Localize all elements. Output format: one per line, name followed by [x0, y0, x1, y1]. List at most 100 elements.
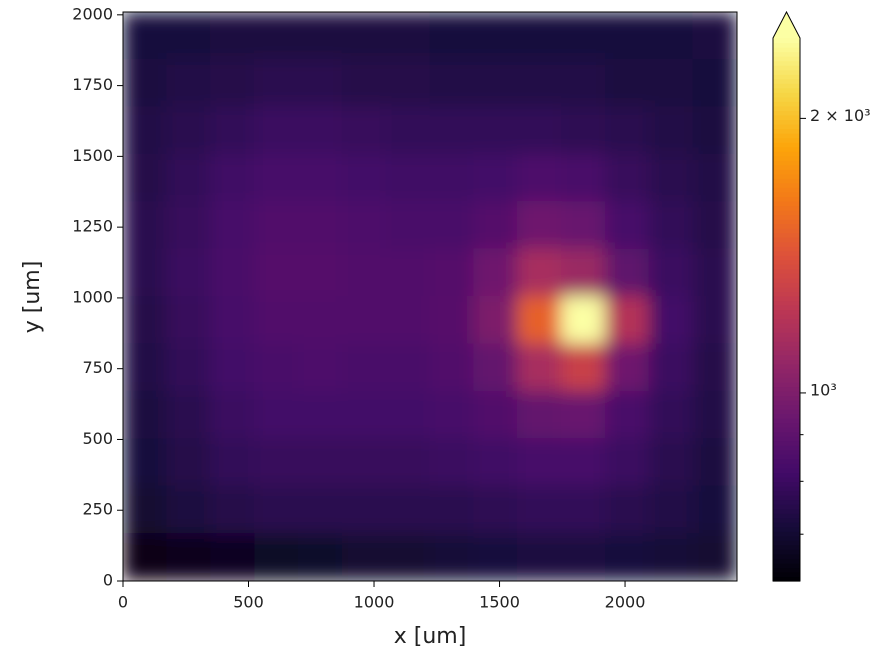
colorbar-band [773, 42, 800, 48]
heatmap-cell [473, 343, 519, 392]
heatmap-cell [429, 58, 475, 108]
heatmap-cell [604, 248, 650, 297]
heatmap-cell [648, 485, 694, 535]
colorbar-band [773, 458, 800, 464]
heatmap-cell [648, 248, 694, 297]
colorbar-band [773, 314, 800, 320]
colorbar-band [773, 490, 800, 496]
colorbar-band [773, 65, 800, 71]
heatmap-cell [385, 485, 431, 535]
colorbar-band [773, 295, 800, 302]
heatmap-cell [166, 296, 212, 345]
heatmap-cell [604, 390, 650, 440]
colorbar-band [773, 390, 800, 397]
heatmap-cell [341, 248, 387, 297]
heatmap-cell [517, 12, 563, 60]
heatmap-cell [561, 12, 606, 60]
colorbar-band [773, 368, 800, 374]
heatmap-cell [561, 343, 606, 392]
heatmap-cell [385, 343, 431, 392]
colorbar-band [773, 381, 800, 388]
heatmap-cell [648, 296, 694, 345]
heatmap-cell [517, 296, 563, 345]
heatmap-cell [166, 438, 212, 487]
heatmap-cell [561, 296, 606, 345]
heatmap-cell [648, 153, 694, 203]
colorbar-band [773, 223, 800, 229]
heatmap-cell [473, 153, 519, 203]
heatmap-cell [604, 438, 650, 487]
heatmap-cell [166, 343, 212, 392]
colorbar-band [773, 232, 800, 238]
colorbar-band [773, 440, 800, 446]
colorbar-band [773, 105, 800, 111]
colorbar-band [773, 517, 800, 523]
y-tick-label: 1500 [72, 146, 113, 165]
colorbar-band [773, 78, 800, 84]
heatmap-cell [561, 438, 606, 487]
colorbar-band [773, 345, 800, 351]
colorbar-band [773, 191, 800, 197]
heatmap-cell [210, 296, 256, 345]
heatmap-cell [254, 533, 299, 581]
colorbar-band [773, 341, 800, 347]
heatmap-cell [254, 296, 299, 345]
heatmap-cell [692, 533, 737, 581]
colorbar-band [773, 205, 800, 211]
heatmap-cell [210, 390, 256, 440]
colorbar-band [773, 472, 800, 478]
heatmap-cell [517, 106, 563, 155]
heatmap-cell [385, 390, 431, 440]
colorbar-tick-label: 2 × 10³ [810, 106, 871, 125]
heatmap-cell [473, 390, 519, 440]
heatmap-cell [166, 485, 212, 535]
colorbar-outline [772, 10, 801, 582]
heatmap-cell [297, 533, 343, 581]
colorbar-band [773, 427, 800, 433]
colorbar-band [773, 354, 800, 360]
heatmap-cell [517, 248, 563, 297]
heatmap-cell [341, 438, 387, 487]
heatmap-cell [297, 296, 343, 345]
colorbar-band [773, 400, 800, 406]
colorbar-band [773, 422, 800, 428]
colorbar-band [773, 445, 800, 451]
colorbar-band [773, 277, 800, 283]
heatmap-cell [473, 296, 519, 345]
colorbar-band [773, 119, 800, 125]
colorbar-band [773, 151, 800, 157]
colorbar-band [773, 169, 800, 175]
heatmap-cell [341, 58, 387, 108]
colorbar-band [773, 327, 800, 333]
heatmap-cell [385, 12, 431, 60]
heatmap-cell [473, 201, 519, 250]
heatmap-cell [166, 248, 212, 297]
heatmap-cell [297, 58, 343, 108]
colorbar-band [773, 83, 800, 89]
heatmap-cell [297, 343, 343, 392]
y-axis-title: y [um] [20, 261, 45, 334]
heatmap-cell [297, 12, 343, 60]
colorbar-band [773, 128, 800, 134]
colorbar-band [773, 418, 800, 424]
heatmap-cell [123, 485, 168, 535]
heatmap-cell [692, 248, 737, 297]
colorbar-band [773, 160, 800, 166]
heatmap-cell [166, 533, 212, 581]
heatmap-cell [254, 12, 299, 60]
heatmap-cell [166, 106, 212, 155]
heatmap-cell [166, 58, 212, 108]
heatmap-cell [604, 106, 650, 155]
heatmap-cell [385, 296, 431, 345]
colorbar-band [773, 309, 800, 315]
heatmap-cell [341, 201, 387, 250]
colorbar-band [773, 96, 800, 102]
colorbar-band [773, 544, 800, 550]
colorbar-band [773, 372, 800, 378]
colorbar-band [773, 549, 800, 555]
heatmap-cell [210, 485, 256, 535]
heatmap-cell [210, 106, 256, 155]
colorbar-band [773, 114, 800, 121]
colorbar-band [773, 259, 800, 265]
